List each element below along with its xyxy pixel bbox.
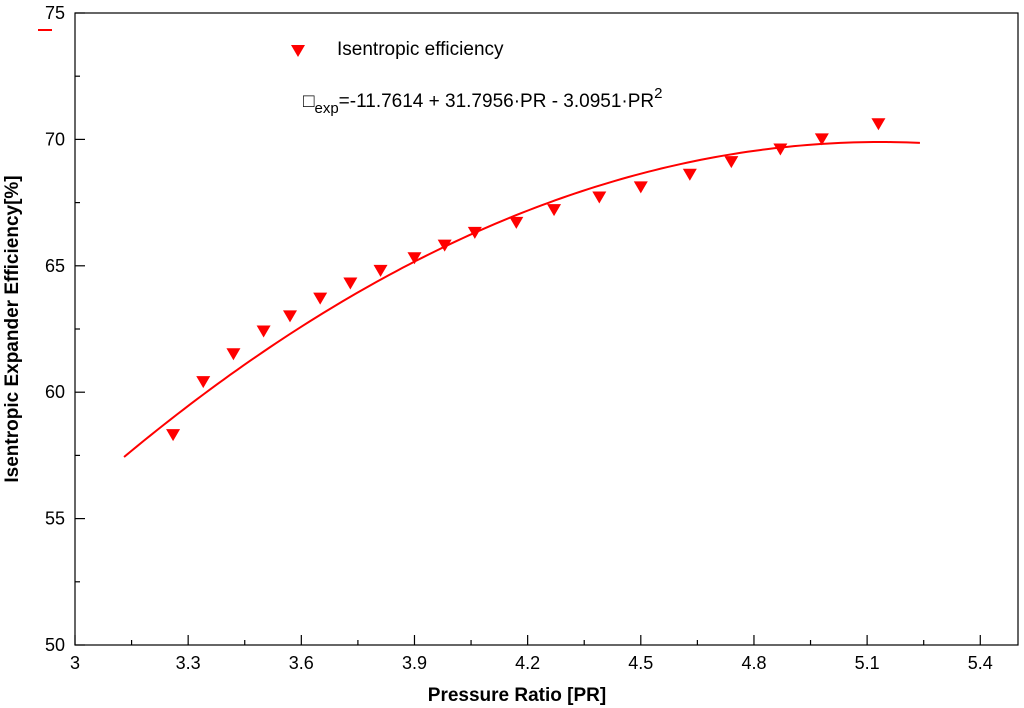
y-tick-label: 70 [45,129,65,149]
data-point [283,310,298,323]
x-tick-label: 5.1 [855,653,880,673]
top-left-red-mark [38,29,52,31]
x-axis: 3 3.3 3.6 3.9 4.2 4.5 4.8 5.1 5.4 [70,635,993,673]
x-tick-label: 3.9 [402,653,427,673]
x-tick-label: 3.3 [176,653,201,673]
fit-curve [123,141,920,458]
data-point [547,204,562,217]
data-point [256,325,271,338]
fit-equation: □exp=-11.7614 + 31.7956·PR - 3.0951·PR2 [303,85,662,117]
y-tick-label: 75 [45,3,65,23]
x-tick-label: 4.5 [628,653,653,673]
x-axis-title: Pressure Ratio [PR] [428,685,606,706]
data-point [343,277,358,290]
data-point [437,239,452,252]
legend: Isentropic efficiency [291,39,504,60]
data-point [871,118,886,131]
data-point [313,292,328,305]
data-points [166,118,886,442]
x-tick-label: 3 [70,653,80,673]
legend-label: Isentropic efficiency [337,39,504,60]
y-tick-label: 65 [45,256,65,276]
y-axis-title: Isentropic Expander Efficiency[%] [2,175,23,482]
data-point [682,168,697,181]
data-point [509,216,524,229]
data-point [226,348,241,361]
data-point [592,191,607,204]
equation-superscript: 2 [654,85,662,102]
x-tick-label: 4.2 [515,653,540,673]
y-axis: 50 55 60 65 70 75 [45,3,85,655]
data-point [773,143,788,156]
legend-marker [291,45,305,57]
data-point [633,181,648,194]
data-point [196,376,211,389]
x-tick-label: 5.4 [968,653,993,673]
data-point [467,226,482,239]
x-tick-label: 3.6 [289,653,314,673]
equation-body: =-11.7614 + 31.7956·PR - 3.0951·PR [339,91,654,112]
y-tick-label: 55 [45,509,65,529]
data-point [373,264,388,277]
data-point [724,156,739,169]
y-tick-label: 60 [45,382,65,402]
y-tick-label: 50 [45,635,65,655]
data-point [166,429,181,442]
equation-symbol: □ [303,91,315,112]
x-tick-label: 4.8 [741,653,766,673]
equation-subscript: exp [314,100,338,117]
data-point [814,133,829,146]
data-point [407,252,422,265]
